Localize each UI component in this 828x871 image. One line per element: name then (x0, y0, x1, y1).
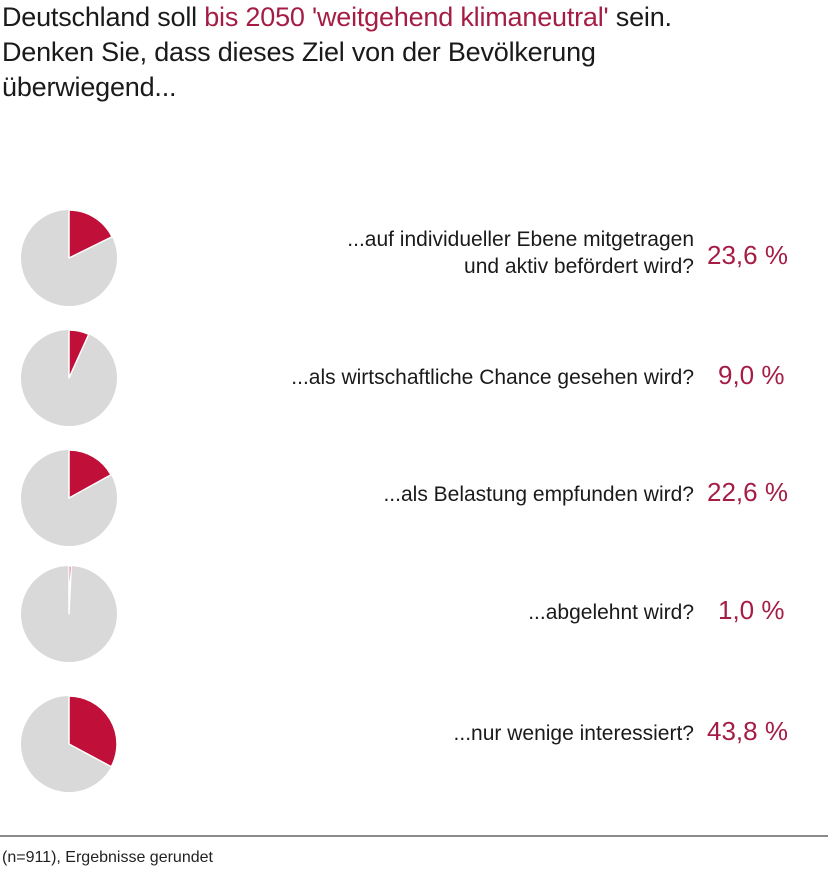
item-label-line1: ...als wirtschaftliche Chance gesehen wi… (291, 366, 694, 389)
pie-row: ...als wirtschaftliche Chance gesehen wi… (0, 328, 828, 438)
footer-divider (0, 835, 828, 837)
item-label: ...abgelehnt wird? (528, 599, 694, 626)
item-value: 43,8 % (707, 716, 788, 746)
footnote: (n=911), Ergebnisse gerundet (2, 849, 213, 866)
pie-slice-value (68, 449, 112, 499)
pie-row: ...abgelehnt wird? 1,0 % (0, 564, 828, 674)
item-label-line1: ...nur wenige interessiert? (453, 722, 694, 745)
pie-slice-value (68, 329, 90, 379)
title-line3: überwiegend... (2, 72, 177, 102)
item-value: 1,0 % (718, 595, 785, 625)
pie-chart (21, 565, 117, 662)
item-label: ...als Belastung empfunden wird? (383, 481, 694, 508)
item-value: 23,6 % (707, 240, 788, 270)
item-label: ...auf individueller Ebene mitgetragen u… (347, 226, 694, 280)
pie-slice-value (68, 209, 113, 259)
item-value: 9,0 % (718, 360, 785, 390)
pie-chart (21, 695, 118, 792)
title-highlight: bis 2050 'weitgehend klimaneutral' (204, 2, 609, 32)
pie-row: ...auf individueller Ebene mitgetragen u… (0, 208, 828, 318)
title-part1: Deutschland soll (2, 2, 205, 32)
pie-chart (21, 209, 117, 306)
item-label-line1: ...auf individueller Ebene mitgetragen (347, 228, 694, 251)
pie-slice-value (68, 565, 73, 615)
item-label-line1: ...als Belastung empfunden wird? (383, 483, 694, 506)
pie-row: ...als Belastung empfunden wird? 22,6 % (0, 448, 828, 558)
title-line2: Denken Sie, dass dieses Ziel von der Bev… (2, 37, 596, 67)
pie-row: ...nur wenige interessiert? 43,8 % (0, 694, 828, 804)
item-value: 22,6 % (707, 477, 788, 507)
item-label-line2: und aktiv befördert wird? (464, 255, 694, 278)
item-label-line1: ...abgelehnt wird? (528, 601, 694, 624)
title-part2: sein. (608, 2, 672, 32)
pie-slice-value (68, 695, 118, 768)
item-label: ...als wirtschaftliche Chance gesehen wi… (291, 364, 694, 391)
chart-title: Deutschland soll bis 2050 'weitgehend kl… (2, 0, 828, 105)
pie-chart (21, 329, 117, 426)
item-label: ...nur wenige interessiert? (454, 720, 694, 747)
pie-chart (21, 449, 117, 546)
